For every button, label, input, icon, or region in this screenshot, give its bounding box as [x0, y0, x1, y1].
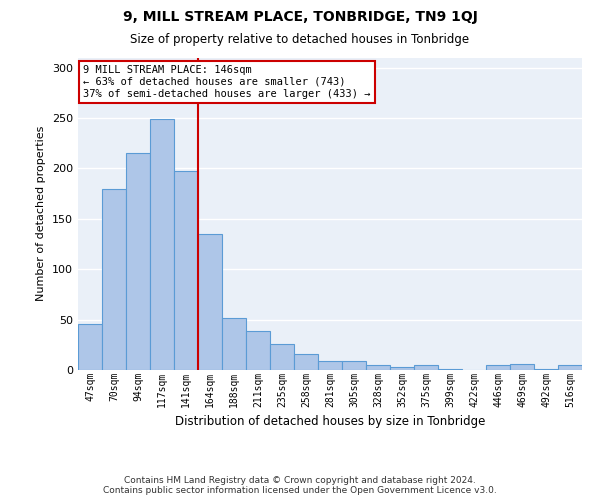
Text: 9, MILL STREAM PLACE, TONBRIDGE, TN9 1QJ: 9, MILL STREAM PLACE, TONBRIDGE, TN9 1QJ: [122, 10, 478, 24]
Bar: [534, 369, 558, 370]
Bar: [246, 330, 270, 370]
Bar: [366, 365, 390, 370]
Text: Size of property relative to detached houses in Tonbridge: Size of property relative to detached ho…: [130, 32, 470, 46]
Bar: [294, 354, 318, 370]
Text: 9 MILL STREAM PLACE: 146sqm
← 63% of detached houses are smaller (743)
37% of se: 9 MILL STREAM PLACE: 146sqm ← 63% of det…: [83, 66, 371, 98]
Bar: [486, 365, 510, 370]
Bar: [222, 318, 246, 370]
Bar: [414, 365, 438, 370]
Bar: [318, 361, 342, 370]
Bar: [78, 324, 102, 370]
Bar: [198, 234, 222, 370]
Bar: [102, 188, 126, 370]
Bar: [510, 364, 534, 370]
Text: Contains HM Land Registry data © Crown copyright and database right 2024.
Contai: Contains HM Land Registry data © Crown c…: [103, 476, 497, 495]
Bar: [270, 344, 294, 370]
Bar: [150, 119, 174, 370]
Bar: [390, 367, 414, 370]
Bar: [174, 172, 198, 370]
Bar: [126, 154, 150, 370]
Y-axis label: Number of detached properties: Number of detached properties: [37, 126, 46, 302]
Bar: [438, 369, 462, 370]
Bar: [342, 361, 366, 370]
X-axis label: Distribution of detached houses by size in Tonbridge: Distribution of detached houses by size …: [175, 415, 485, 428]
Bar: [558, 365, 582, 370]
